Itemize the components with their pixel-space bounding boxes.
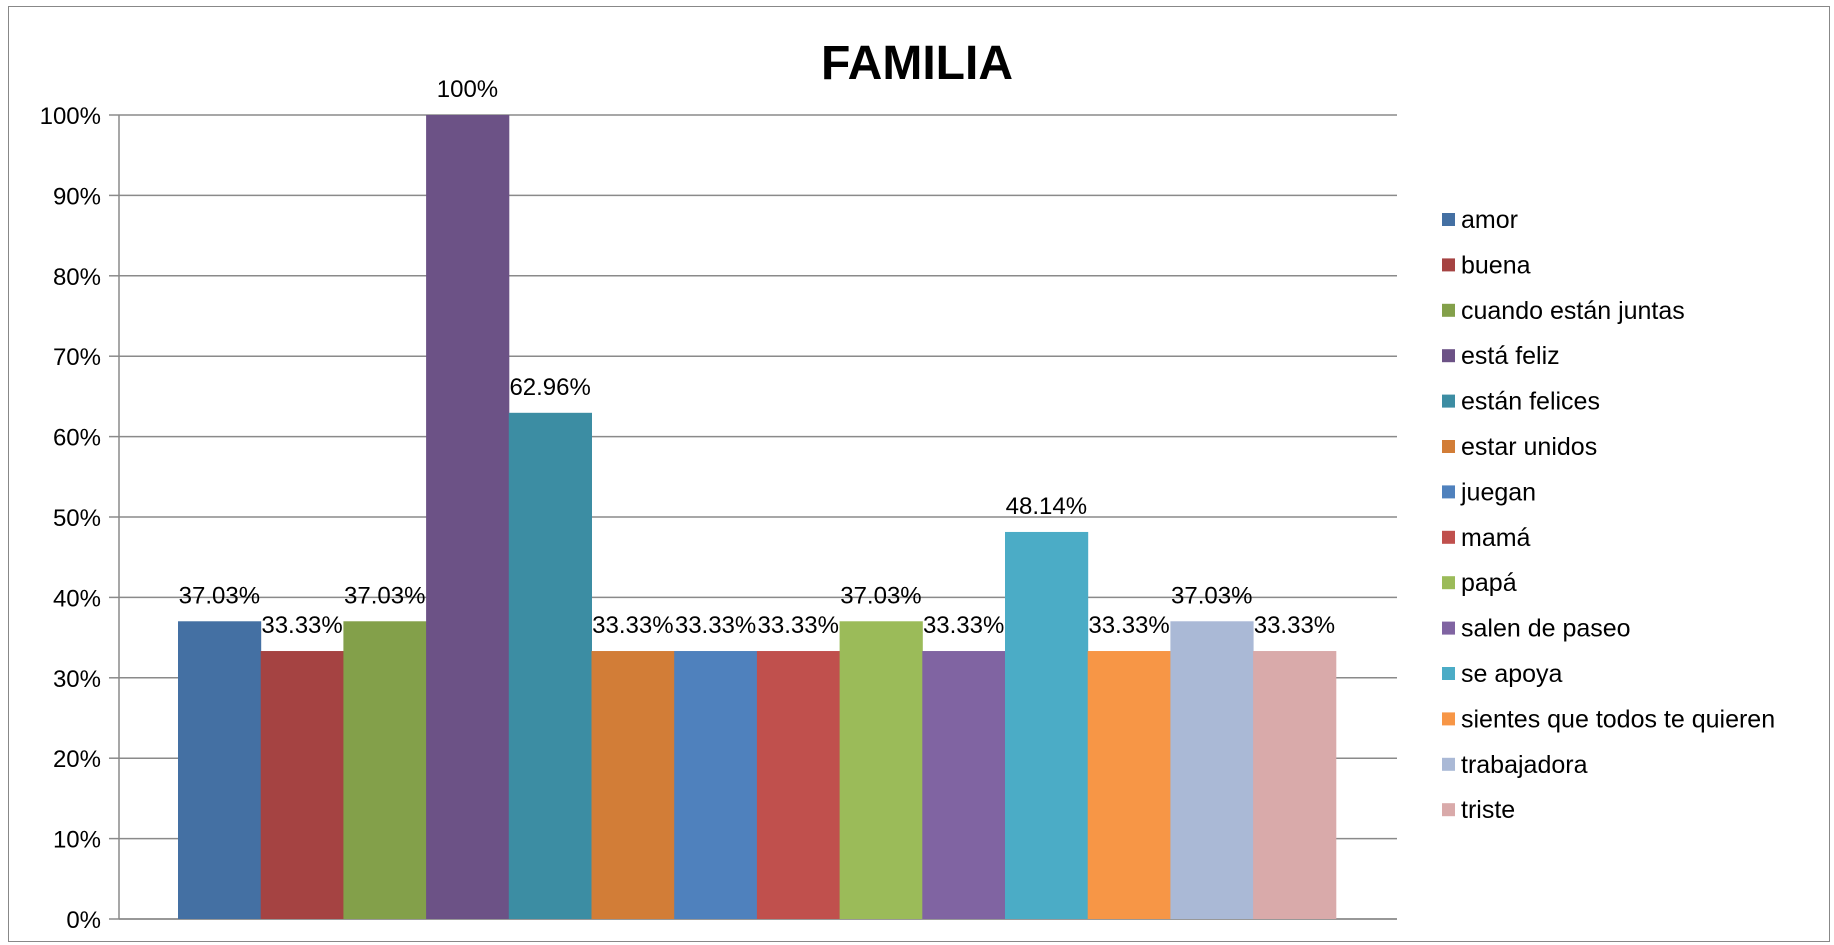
legend-label: juegan	[1460, 478, 1536, 506]
bar	[839, 621, 923, 919]
data-label: 33.33%	[1254, 612, 1335, 639]
y-tick-label: 0%	[66, 907, 101, 934]
y-tick-label: 90%	[53, 183, 101, 210]
bar	[591, 651, 675, 919]
legend-swatch	[1442, 712, 1455, 726]
legend-swatch	[1442, 440, 1455, 453]
chart: FAMILIA 0% 10% 20% 30% 40% 50% 60% 70% 80% 90% 100…	[40, 37, 1776, 934]
legend-label: estar unidos	[1461, 433, 1597, 461]
legend-swatch	[1442, 394, 1455, 408]
legend-swatch	[1442, 576, 1455, 590]
data-label: 48.14%	[1006, 493, 1087, 520]
bar	[426, 115, 510, 919]
bar	[343, 621, 427, 919]
y-axis-ticks: 0% 10% 20% 30% 40% 50% 60% 70% 80% 90% 100%	[40, 103, 101, 934]
legend-swatch	[1442, 349, 1455, 363]
legend-swatch	[1442, 213, 1455, 226]
legend-swatch	[1442, 485, 1455, 499]
legend-label: cuando están juntas	[1461, 297, 1685, 325]
legend-swatch	[1442, 803, 1455, 817]
y-tick-label: 50%	[53, 505, 101, 532]
y-tick-label: 30%	[53, 666, 101, 693]
bars	[178, 115, 1337, 919]
y-tick-label: 80%	[53, 264, 101, 291]
bar	[1087, 651, 1171, 919]
legend-swatch	[1442, 530, 1455, 544]
y-tick-label: 10%	[53, 827, 101, 854]
data-label: 33.33%	[923, 612, 1004, 639]
legend-label: se apoya	[1461, 660, 1563, 688]
legend-label: trabajadora	[1461, 751, 1588, 779]
y-tick-label: 70%	[53, 344, 101, 371]
data-label: 100%	[437, 76, 498, 103]
legend-label: triste	[1461, 796, 1515, 824]
data-label: 33.33%	[261, 612, 342, 639]
legend-swatch	[1442, 621, 1455, 635]
legend-label: amor	[1461, 206, 1518, 234]
bar	[756, 651, 841, 919]
legend-swatch	[1442, 258, 1455, 272]
bar	[1253, 651, 1337, 919]
data-label: 33.33%	[675, 612, 756, 639]
legend-swatch	[1442, 757, 1455, 771]
data-label: 62.96%	[509, 374, 590, 401]
bar	[1005, 531, 1089, 919]
legend-label: sientes que todos te quieren	[1461, 705, 1775, 733]
data-label: 33.33%	[592, 612, 673, 639]
y-tick-label: 20%	[53, 746, 101, 773]
legend-swatch	[1442, 667, 1455, 680]
legend-label: buena	[1461, 251, 1531, 279]
y-tick-label: 60%	[53, 425, 101, 452]
y-tick-label: 100%	[40, 103, 101, 130]
chart-title: FAMILIA	[821, 37, 1013, 90]
data-label: 37.03%	[840, 582, 921, 609]
legend-label: mamá	[1461, 524, 1531, 552]
legend-label: están felices	[1461, 388, 1600, 416]
legend: amor buena cuando están juntas está feliz es…	[1442, 206, 1775, 824]
data-label: 37.03%	[179, 582, 260, 609]
bar	[260, 651, 344, 919]
data-label: 37.03%	[344, 582, 425, 609]
data-label: 33.33%	[1088, 612, 1169, 639]
data-label: 37.03%	[1171, 582, 1252, 609]
bar	[508, 412, 592, 919]
data-label: 33.33%	[758, 612, 839, 639]
bar	[922, 651, 1006, 919]
legend-swatch	[1442, 303, 1455, 317]
legend-label: salen de paseo	[1461, 615, 1631, 643]
chart-frame: FAMILIA 0% 10% 20% 30% 40% 50% 60% 70% 80% 90% 100…	[8, 6, 1830, 942]
data-labels: 37.03%33.33%37.03%100%62.96%33.33% 33.33%…	[179, 76, 1336, 639]
legend-label: papá	[1461, 569, 1517, 597]
bar	[674, 651, 758, 919]
y-tick-label: 40%	[53, 585, 101, 612]
bar	[1170, 621, 1254, 919]
legend-label: está feliz	[1461, 342, 1560, 370]
bar	[178, 621, 262, 919]
